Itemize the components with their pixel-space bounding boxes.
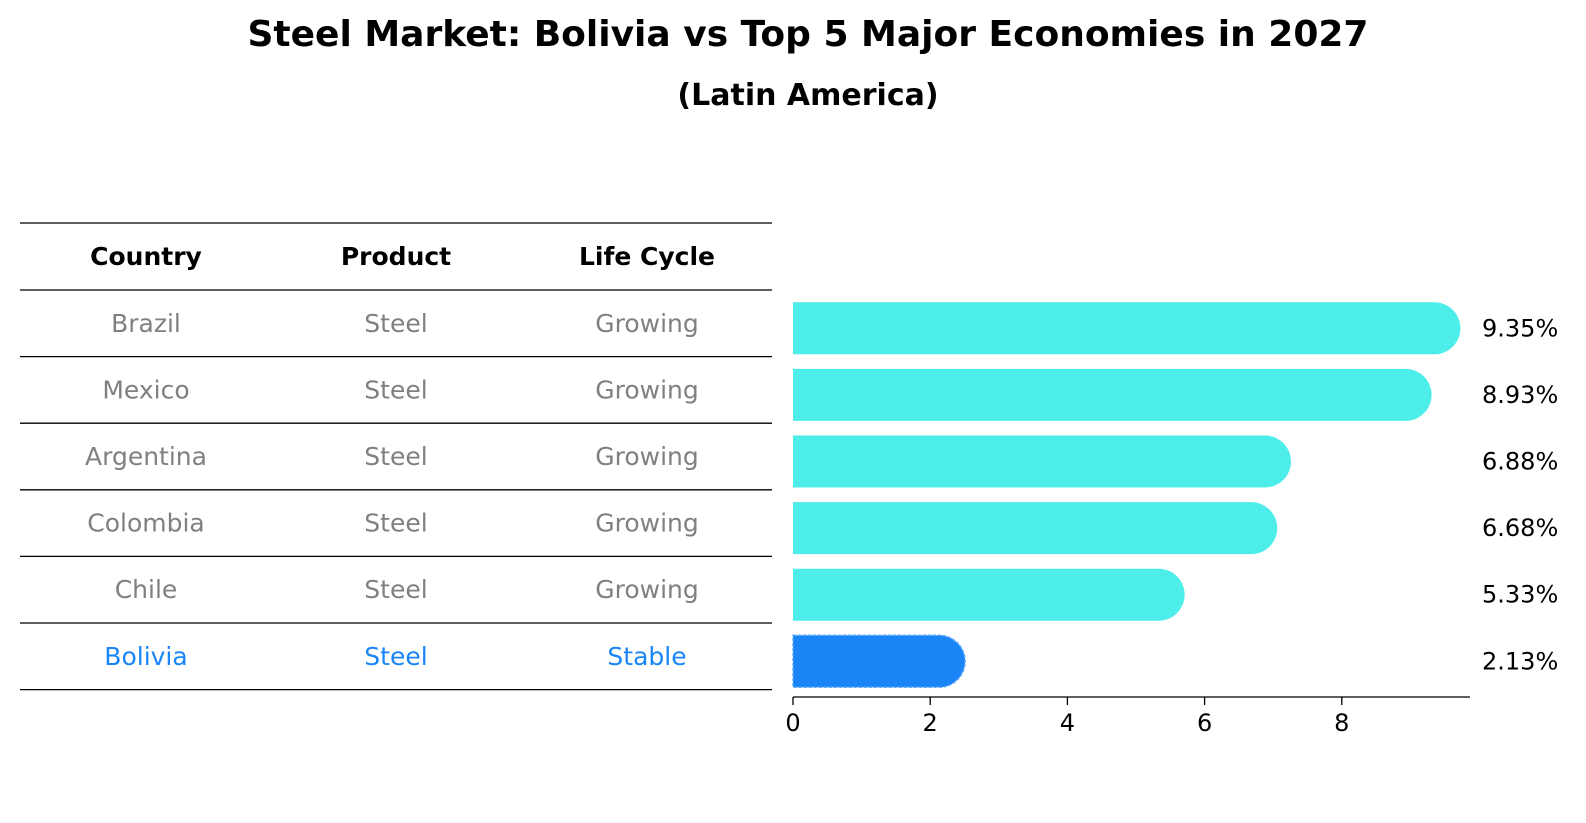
table-cell: Brazil: [111, 309, 181, 338]
data-table: Country Product Life Cycle Brazil Steel Growi…: [20, 222, 772, 691]
bar: [793, 435, 1291, 488]
bar-value-label: 5.33%: [1482, 581, 1558, 609]
bar: [793, 568, 1185, 621]
chart-subtitle: (Latin America): [677, 78, 939, 113]
table-cell: Steel: [364, 509, 427, 538]
chart-title: Steel Market: Bolivia vs Top 5 Major Eco…: [247, 14, 1369, 55]
table-header-cell: Life Cycle: [579, 242, 715, 271]
x-tick-label: 8: [1334, 709, 1349, 737]
table-cell: Steel: [364, 442, 427, 471]
table-cell: Mexico: [102, 375, 189, 404]
bar: [793, 302, 1461, 355]
table-cell: Chile: [115, 575, 178, 604]
table-cell: Steel: [364, 575, 427, 604]
table-cell: Bolivia: [104, 642, 187, 671]
bar-series: [792, 302, 1461, 689]
table-cell: Steel: [364, 309, 427, 338]
x-axis: 0 2 4 6 8: [785, 696, 1470, 737]
x-tick-label: 4: [1060, 709, 1075, 737]
bar-value-label: 9.35%: [1482, 314, 1558, 342]
bar: [793, 368, 1432, 421]
table-cell: Growing: [595, 309, 699, 338]
table-cell: Growing: [595, 375, 699, 404]
bar-value-label: 6.68%: [1482, 514, 1558, 542]
bar-value-label: 2.13%: [1482, 647, 1558, 675]
x-tick-label: 2: [923, 709, 938, 737]
bar-value-label: 8.93%: [1482, 381, 1558, 409]
table-cell: Growing: [595, 442, 699, 471]
bar: [793, 502, 1278, 555]
table-cell: Colombia: [87, 509, 204, 538]
bar-highlight: [792, 634, 966, 689]
table-cell: Argentina: [85, 442, 207, 471]
table-cell: Stable: [607, 642, 686, 671]
table-header-cell: Product: [341, 242, 451, 271]
table-cell: Growing: [595, 575, 699, 604]
table-cell: Steel: [364, 375, 427, 404]
table-cell: Growing: [595, 509, 699, 538]
x-tick-label: 6: [1197, 709, 1212, 737]
x-tick-label: 0: [785, 709, 800, 737]
table-cell: Steel: [364, 642, 427, 671]
bar-value-label: 6.88%: [1482, 448, 1558, 476]
value-labels: 9.35% 8.93% 6.88% 6.68% 5.33% 2.13%: [1482, 314, 1558, 675]
table-header-cell: Country: [90, 242, 202, 271]
